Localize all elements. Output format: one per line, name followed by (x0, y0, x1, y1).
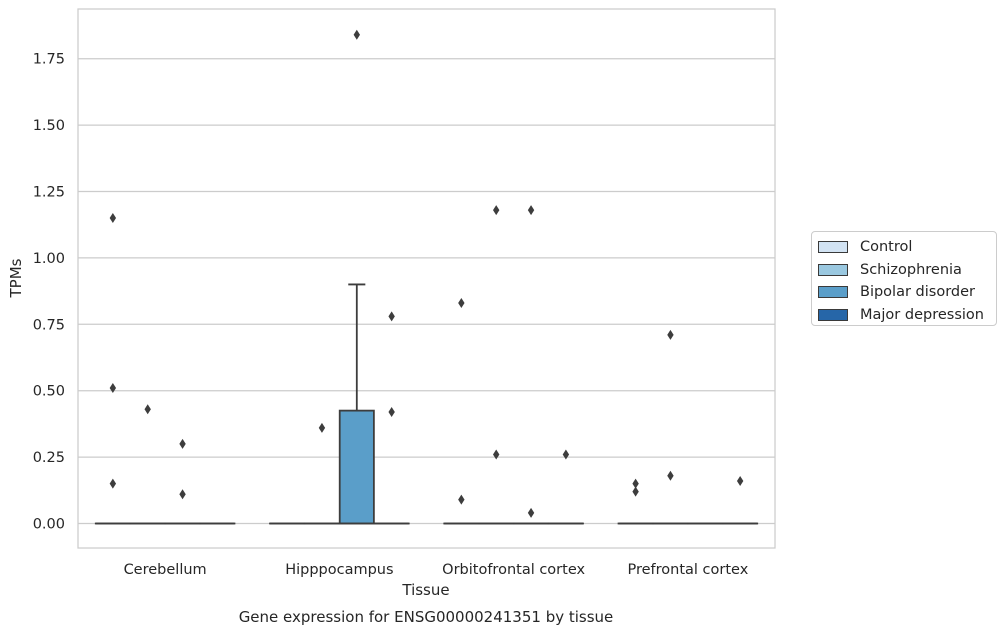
outlier-schizophrenia-orbitofrontal-cortex-0 (493, 205, 500, 216)
legend-item-bipolar-disorder: Bipolar disorder (818, 281, 996, 304)
outlier-major-depression-hipppocampus-1 (388, 406, 395, 417)
chart-title: Gene expression for ENSG00000241351 by t… (239, 608, 614, 626)
outlier-schizophrenia-orbitofrontal-cortex-1 (493, 449, 500, 460)
legend-swatch-schizophrenia (818, 263, 848, 276)
outlier-bipolar-disorder-cerebellum-0 (179, 438, 186, 449)
outlier-control-prefrontal-cortex-1 (632, 486, 639, 497)
y-tick-label: 1.50 (33, 118, 65, 134)
y-tick-label: 1.25 (33, 185, 65, 201)
y-axis-label: TPMs (7, 258, 25, 298)
gridlines (78, 58, 775, 525)
legend-swatch-major-depression (818, 308, 848, 321)
outlier-bipolar-disorder-orbitofrontal-cortex-0 (527, 205, 535, 216)
y-tick-label: 0.50 (33, 384, 65, 400)
x-axis-label: Tissue (401, 581, 449, 599)
outlier-bipolar-disorder-cerebellum-1 (179, 489, 186, 500)
x-tick-label-cerebellum: Cerebellum (124, 562, 207, 578)
x-tick-label-hipppocampus: Hipppocampus (285, 562, 393, 578)
legend-item-control: Control (818, 236, 996, 259)
legend-item-major-depression: Major depression (818, 304, 996, 327)
plot-frame (77, 8, 776, 549)
outlier-control-cerebellum-0 (109, 213, 117, 224)
y-tick-label: 0.75 (33, 317, 65, 333)
x-axis-ticks: Cerebellum Hipppocampus Orbitofrontal cort… (124, 562, 749, 578)
outlier-control-cerebellum-1 (109, 383, 117, 394)
legend-label-bipolar-disorder: Bipolar disorder (860, 284, 975, 301)
box-bipolar-disorder-hipppocampus (338, 409, 375, 525)
x-tick-label-prefrontal-cortex: Prefrontal cortex (627, 562, 748, 578)
outlier-control-orbitofrontal-cortex-0 (458, 298, 465, 309)
y-tick-label: 1.00 (33, 251, 65, 267)
y-axis-ticks: 0.00 0.25 0.50 0.75 1.00 1.25 1.50 1.75 (33, 52, 65, 533)
outlier-major-depression-hipppocampus-0 (388, 311, 395, 322)
legend-item-schizophrenia: Schizophrenia (818, 259, 996, 282)
outlier-major-depression-prefrontal-cortex-0 (736, 476, 744, 487)
plot-outliers (109, 29, 744, 518)
outlier-schizophrenia-prefrontal-cortex-1 (667, 470, 674, 481)
y-tick-label: 1.75 (33, 52, 65, 68)
legend: Control Schizophrenia Bipolar disorder M… (811, 231, 997, 326)
legend-label-control: Control (860, 239, 913, 256)
legend-swatch-bipolar-disorder (818, 286, 848, 299)
legend-label-schizophrenia: Schizophrenia (860, 261, 962, 278)
plot-boxes (94, 283, 759, 525)
outlier-schizophrenia-prefrontal-cortex-0 (667, 329, 674, 340)
outlier-major-depression-orbitofrontal-cortex-0 (562, 449, 570, 460)
outlier-control-orbitofrontal-cortex-1 (458, 494, 465, 505)
y-tick-label: 0.25 (33, 450, 65, 466)
outlier-control-cerebellum-2 (109, 478, 117, 489)
y-tick-label: 0.00 (33, 517, 65, 533)
outlier-schizophrenia-cerebellum-0 (144, 404, 151, 415)
outlier-bipolar-disorder-hipppocampus-0 (353, 29, 360, 40)
outlier-control-prefrontal-cortex-0 (632, 478, 639, 489)
outlier-schizophrenia-hipppocampus-0 (318, 422, 326, 433)
legend-label-major-depression: Major depression (860, 306, 984, 323)
legend-swatch-control (818, 241, 848, 254)
outlier-bipolar-disorder-orbitofrontal-cortex-1 (527, 507, 535, 518)
x-tick-label-orbitofrontal-cortex: Orbitofrontal cortex (442, 562, 585, 578)
